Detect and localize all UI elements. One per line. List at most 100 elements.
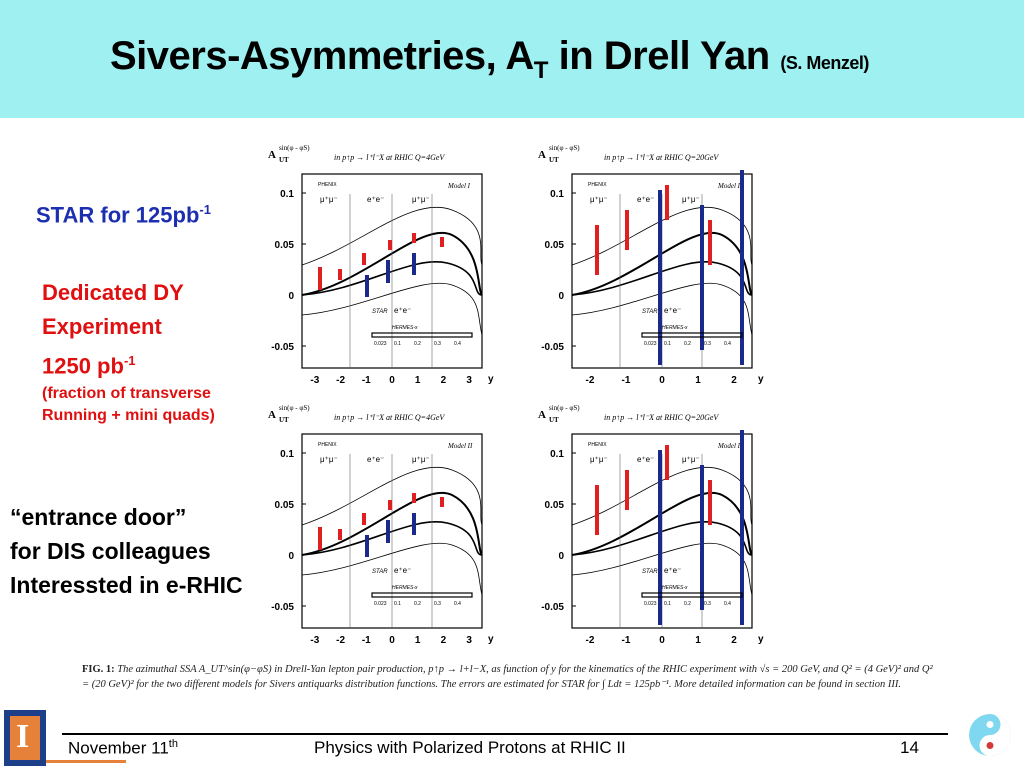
star-label: STAR xyxy=(372,569,388,575)
page-number: 14 xyxy=(900,738,919,757)
y-tick-label: 0.05 xyxy=(275,240,295,251)
ee-label: e⁺e⁻ xyxy=(664,566,681,575)
hermes-range-bar xyxy=(371,332,473,338)
hermes-range-bar xyxy=(641,332,743,338)
hermes-x-value: 0.1 xyxy=(394,601,401,607)
ee-label: e⁺e⁻ xyxy=(637,195,654,204)
y-tick-label: 0 xyxy=(288,291,294,302)
model-label: Model I xyxy=(447,182,471,190)
hermes-x-value: 0.3 xyxy=(704,341,711,347)
hermes-x-value: 0.023 xyxy=(374,341,387,347)
asymmetry-curve xyxy=(301,491,483,556)
x-tick-label: 2 xyxy=(441,635,447,646)
hermes-range-bar xyxy=(641,592,743,598)
hermes-x-value: 0.4 xyxy=(724,341,731,347)
asymmetry-curve xyxy=(301,542,483,596)
x-tick-label: -2 xyxy=(336,635,345,646)
figure-caption: FIG. 1: The azimuthal SSA A_UT^sin(φ−φS)… xyxy=(82,664,933,690)
x-axis-label: y xyxy=(758,634,764,645)
rhic-logo-icon xyxy=(969,714,1011,756)
x-tick-label: 1 xyxy=(415,375,421,386)
model-label: Model II xyxy=(447,442,473,450)
hermes-x-value: 0.4 xyxy=(454,601,461,607)
x-axis-label: y xyxy=(488,374,494,385)
entrance-door-block: “entrance door” for DIS colleagues Inter… xyxy=(10,504,243,598)
hermes-x-value: 0.3 xyxy=(434,601,441,607)
mumu-label: μ⁺μ⁻ xyxy=(412,195,430,204)
mumu-label: μ⁺μ⁻ xyxy=(682,455,700,464)
asymmetry-curve xyxy=(571,466,753,526)
hermes-x-value: 0.2 xyxy=(414,601,421,607)
y-tick-label: 0.05 xyxy=(275,500,295,511)
x-tick-label: -1 xyxy=(622,375,631,386)
mumu-label: μ⁺μ⁻ xyxy=(320,195,338,204)
star-luminosity-label: STAR for 125pb-1 xyxy=(36,202,211,228)
y-axis-label: A xyxy=(268,409,276,421)
hermes-x-value: 0.2 xyxy=(684,341,691,347)
hermes-x-value: 0.3 xyxy=(704,601,711,607)
plot-header: in p↑p → l⁺l⁻X at RHIC Q=4GeV xyxy=(334,413,445,422)
hermes-x-value: 0.023 xyxy=(644,601,657,607)
asymmetry-curve xyxy=(301,521,483,556)
x-tick-label: -3 xyxy=(310,375,319,386)
model-label: Model II xyxy=(717,442,743,450)
mumu-label: μ⁺μ⁻ xyxy=(590,455,608,464)
y-tick-label: 0.05 xyxy=(545,240,565,251)
x-tick-label: 0 xyxy=(659,635,665,646)
x-tick-label: -2 xyxy=(586,635,595,646)
x-tick-label: -1 xyxy=(362,375,371,386)
x-tick-label: -3 xyxy=(310,635,319,646)
mumu-label: μ⁺μ⁻ xyxy=(412,455,430,464)
ee-label: e⁺e⁻ xyxy=(367,195,384,204)
illinois-logo: I xyxy=(4,710,46,766)
y-axis-label: A xyxy=(538,149,546,161)
asymmetry-curve xyxy=(301,261,483,296)
hermes-x-value: 0.2 xyxy=(414,341,421,347)
y-axis-sub: UT xyxy=(279,156,289,164)
y-axis-sup: sin(φ - φS) xyxy=(549,144,580,152)
footer-date: November 11th xyxy=(68,738,178,758)
asymmetry-curve xyxy=(301,231,483,296)
x-tick-label: -1 xyxy=(362,635,371,646)
hermes-x-value: 0.1 xyxy=(664,341,671,347)
ee-label: e⁺e⁻ xyxy=(394,306,411,315)
y-axis-sup: sin(φ - φS) xyxy=(549,404,580,412)
hermes-x-value: 0.2 xyxy=(684,601,691,607)
hermes-x-value: 0.3 xyxy=(434,341,441,347)
star-label: STAR xyxy=(642,569,658,575)
hermes-label: HERMES-x xyxy=(392,325,418,331)
star-label: STAR xyxy=(372,309,388,315)
x-tick-label: 2 xyxy=(731,375,737,386)
mumu-label: μ⁺μ⁻ xyxy=(320,455,338,464)
phenix-label: PHENIX xyxy=(318,182,337,188)
y-axis-sup: sin(φ - φS) xyxy=(279,144,310,152)
mumu-label: μ⁺μ⁻ xyxy=(590,195,608,204)
y-axis-sub: UT xyxy=(549,156,559,164)
hermes-label: HERMES-x xyxy=(662,585,688,591)
y-tick-label: -0.05 xyxy=(541,602,564,613)
y-axis-sub: UT xyxy=(279,416,289,424)
x-tick-label: -2 xyxy=(586,375,595,386)
x-tick-label: -2 xyxy=(336,375,345,386)
hermes-x-value: 0.023 xyxy=(374,601,387,607)
y-tick-label: -0.05 xyxy=(271,342,294,353)
y-axis-sup: sin(φ - φS) xyxy=(279,404,310,412)
title-bar xyxy=(0,0,1024,118)
y-tick-label: 0 xyxy=(558,551,564,562)
hermes-range-bar xyxy=(371,592,473,598)
asymmetry-curve xyxy=(571,282,753,336)
y-tick-label: -0.05 xyxy=(541,342,564,353)
asymmetry-curve xyxy=(301,466,483,526)
x-tick-label: 3 xyxy=(466,375,472,386)
ee-label: e⁺e⁻ xyxy=(394,566,411,575)
plot-header: in p↑p → l⁺l⁻X at RHIC Q=20GeV xyxy=(604,413,719,422)
hermes-x-value: 0.4 xyxy=(454,341,461,347)
title-credit: (S. Menzel) xyxy=(780,53,869,73)
x-tick-label: 0 xyxy=(389,635,395,646)
hermes-x-value: 0.1 xyxy=(394,341,401,347)
x-tick-label: 3 xyxy=(466,635,472,646)
hermes-x-value: 0.1 xyxy=(664,601,671,607)
